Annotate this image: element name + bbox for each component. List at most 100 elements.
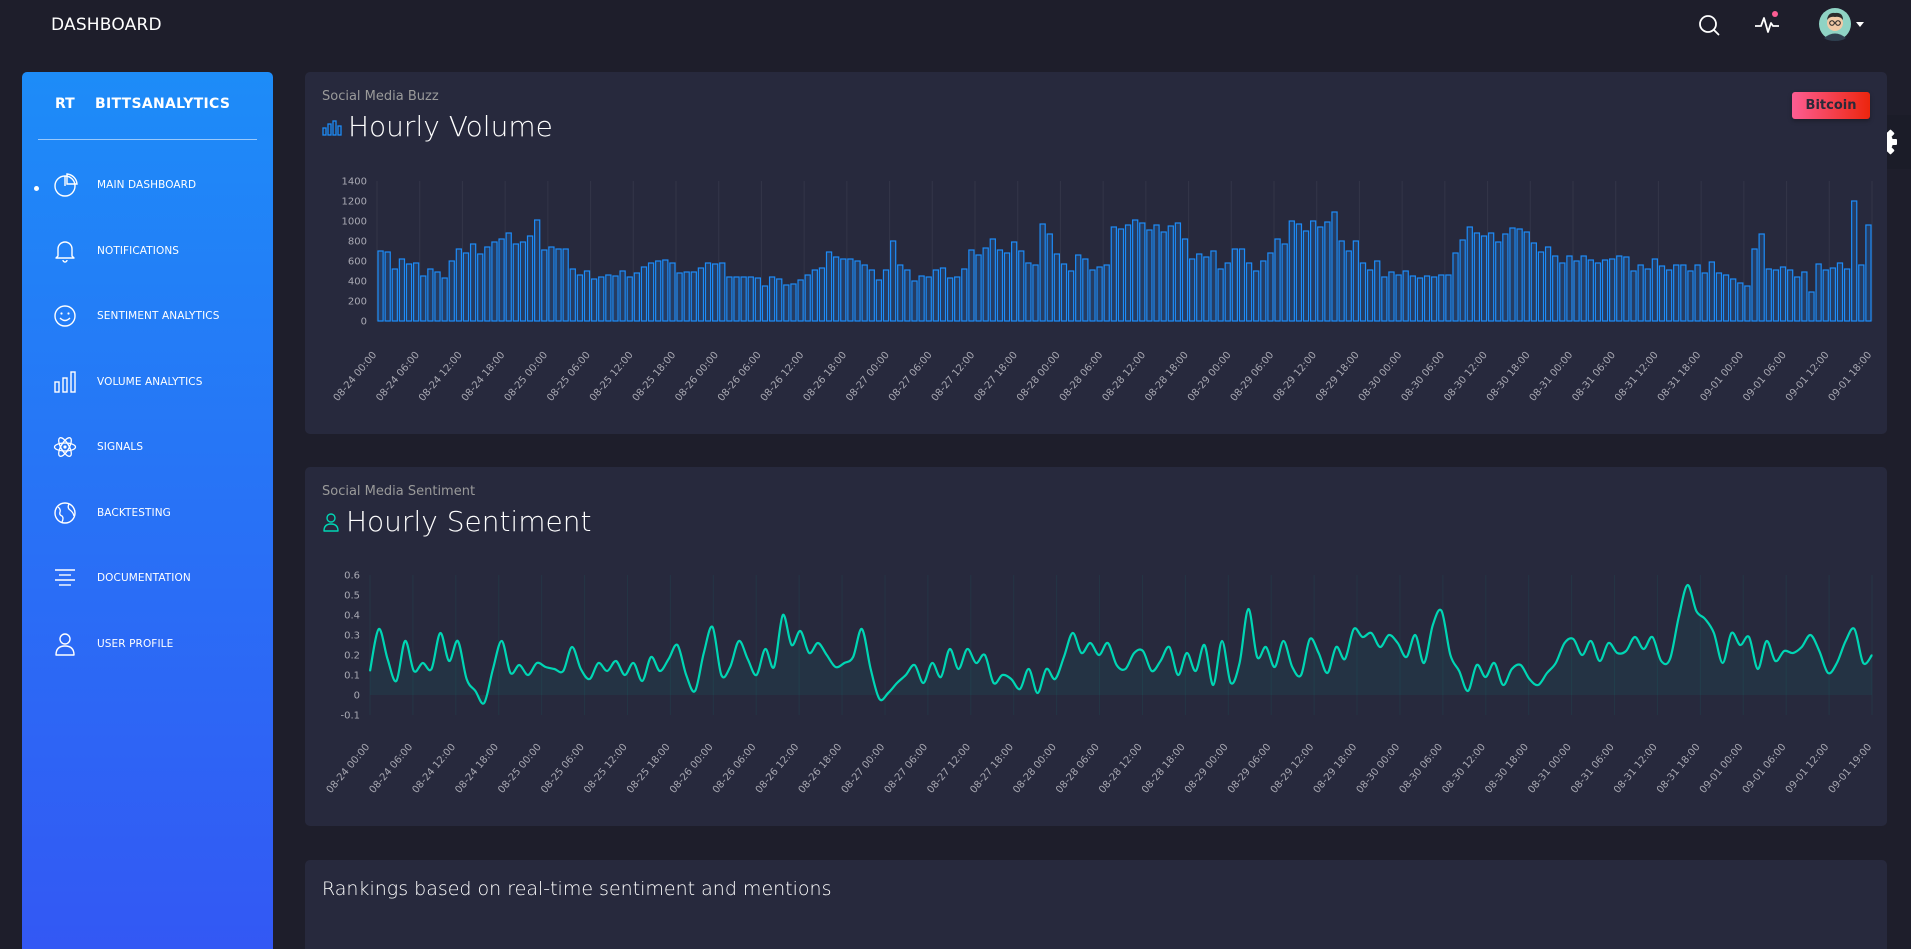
volume-bar[interactable] bbox=[868, 269, 875, 322]
sentiment-line[interactable] bbox=[368, 583, 1873, 705]
volume-bar[interactable] bbox=[526, 235, 534, 322]
volume-bar[interactable] bbox=[1737, 282, 1744, 322]
volume-bar[interactable] bbox=[1673, 264, 1680, 322]
volume-bar[interactable] bbox=[1637, 264, 1644, 322]
volume-bar[interactable] bbox=[768, 276, 776, 322]
volume-bar[interactable] bbox=[1473, 232, 1481, 322]
volume-bar[interactable] bbox=[612, 275, 619, 322]
volume-bar[interactable] bbox=[1181, 238, 1189, 322]
volume-bar[interactable] bbox=[427, 268, 434, 322]
volume-bar[interactable] bbox=[1495, 241, 1502, 322]
volume-bar[interactable] bbox=[1003, 252, 1011, 322]
volume-bar[interactable] bbox=[818, 267, 826, 322]
volume-bar[interactable] bbox=[1096, 266, 1103, 322]
volume-bar[interactable] bbox=[1651, 258, 1659, 322]
volume-bar[interactable] bbox=[1680, 264, 1687, 322]
volume-bar[interactable] bbox=[1608, 258, 1616, 322]
volume-bar[interactable] bbox=[833, 256, 840, 322]
volume-bar[interactable] bbox=[1658, 265, 1666, 322]
navbar-brand[interactable]: DASHBOARD bbox=[51, 15, 162, 35]
volume-bar[interactable] bbox=[1103, 264, 1110, 322]
volume-bar[interactable] bbox=[669, 262, 676, 322]
volume-bar[interactable] bbox=[840, 258, 847, 322]
volume-bar[interactable] bbox=[583, 270, 591, 322]
volume-bar[interactable] bbox=[1808, 291, 1815, 322]
volume-bar[interactable] bbox=[1224, 262, 1231, 322]
volume-bar[interactable] bbox=[1801, 271, 1808, 322]
volume-bar[interactable] bbox=[1829, 267, 1837, 322]
volume-bar[interactable] bbox=[1196, 253, 1203, 322]
volume-bar[interactable] bbox=[1786, 269, 1794, 322]
volume-bar[interactable] bbox=[1601, 259, 1609, 322]
volume-bar[interactable] bbox=[491, 241, 498, 322]
volume-bar[interactable] bbox=[961, 268, 968, 322]
volume-bar[interactable] bbox=[1552, 255, 1559, 322]
volume-bar[interactable] bbox=[512, 243, 519, 322]
volume-bar[interactable] bbox=[519, 241, 527, 322]
volume-bar[interactable] bbox=[1523, 231, 1530, 322]
volume-bar[interactable] bbox=[1431, 276, 1438, 322]
volume-bar[interactable] bbox=[875, 279, 883, 322]
volume-bar[interactable] bbox=[918, 275, 925, 322]
volume-bar[interactable] bbox=[1665, 269, 1673, 322]
volume-bar[interactable] bbox=[1010, 241, 1018, 322]
volume-bar[interactable] bbox=[1445, 274, 1452, 322]
volume-bar[interactable] bbox=[391, 268, 398, 322]
volume-bar[interactable] bbox=[1146, 229, 1153, 322]
volume-bar[interactable] bbox=[1053, 253, 1061, 322]
volume-bar[interactable] bbox=[1309, 220, 1317, 322]
sidebar-item-backtesting[interactable]: BACKTESTING bbox=[22, 500, 273, 566]
volume-bar[interactable] bbox=[662, 259, 669, 322]
volume-bar[interactable] bbox=[925, 276, 932, 322]
volume-bar[interactable] bbox=[1544, 246, 1552, 322]
volume-bar[interactable] bbox=[1281, 243, 1288, 322]
volume-bar[interactable] bbox=[498, 238, 505, 322]
sidebar-logo[interactable]: RT BITTSANALYTICS bbox=[22, 96, 273, 126]
volume-bar[interactable] bbox=[541, 249, 548, 322]
volume-bar[interactable] bbox=[676, 272, 683, 322]
sidebar-item-volume-analytics[interactable]: VOLUME ANALYTICS bbox=[22, 369, 273, 435]
volume-bar[interactable] bbox=[747, 276, 754, 322]
volume-bar[interactable] bbox=[783, 284, 790, 322]
volume-bar[interactable] bbox=[825, 251, 833, 322]
volume-bar[interactable] bbox=[726, 276, 733, 322]
volume-bar[interactable] bbox=[1409, 275, 1416, 322]
volume-bar[interactable] bbox=[1452, 252, 1459, 322]
volume-bar[interactable] bbox=[761, 285, 769, 322]
volume-bar[interactable] bbox=[1381, 276, 1388, 322]
volume-bar[interactable] bbox=[1865, 224, 1872, 322]
volume-bar[interactable] bbox=[1203, 256, 1210, 322]
volume-bar[interactable] bbox=[1537, 251, 1545, 322]
volume-bar[interactable] bbox=[1039, 223, 1046, 322]
bitcoin-button[interactable]: Bitcoin bbox=[1792, 92, 1870, 119]
volume-bar[interactable] bbox=[1502, 233, 1509, 322]
volume-bar[interactable] bbox=[1509, 227, 1516, 322]
volume-bar[interactable] bbox=[1253, 270, 1260, 322]
volume-bar[interactable] bbox=[1459, 239, 1466, 322]
volume-bar[interactable] bbox=[1402, 270, 1409, 322]
volume-bar[interactable] bbox=[1630, 270, 1637, 322]
volume-bar[interactable] bbox=[1302, 230, 1310, 322]
volume-bar[interactable] bbox=[576, 274, 584, 322]
volume-bar[interactable] bbox=[1110, 226, 1117, 322]
volume-bar[interactable] bbox=[1295, 223, 1303, 322]
volume-bar[interactable] bbox=[384, 251, 391, 322]
volume-bar[interactable] bbox=[889, 240, 897, 322]
volume-bar[interactable] bbox=[1060, 263, 1068, 322]
volume-bar[interactable] bbox=[946, 277, 954, 322]
volume-bar[interactable] bbox=[1587, 259, 1594, 322]
volume-bar[interactable] bbox=[882, 269, 890, 322]
volume-bar[interactable] bbox=[448, 260, 455, 322]
volume-bar[interactable] bbox=[647, 262, 655, 322]
volume-bar[interactable] bbox=[1139, 222, 1146, 322]
volume-bar[interactable] bbox=[1018, 250, 1025, 322]
sidebar-item-main-dashboard[interactable]: MAIN DASHBOARD bbox=[22, 172, 273, 238]
volume-bar[interactable] bbox=[1288, 220, 1295, 322]
volume-bar[interactable] bbox=[1324, 221, 1331, 322]
volume-bar[interactable] bbox=[441, 277, 448, 322]
volume-bar[interactable] bbox=[1836, 262, 1844, 322]
volume-bar[interactable] bbox=[968, 249, 975, 322]
volume-bar[interactable] bbox=[548, 246, 555, 322]
volume-bar[interactable] bbox=[1416, 277, 1424, 322]
volume-bar[interactable] bbox=[1722, 274, 1730, 322]
